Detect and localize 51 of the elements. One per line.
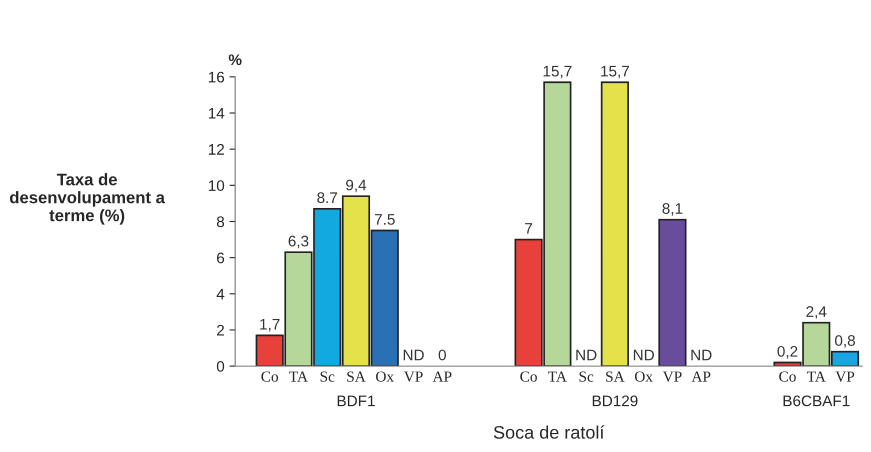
y-tick-label: 16 bbox=[208, 72, 224, 83]
x-tick-label: VP bbox=[404, 372, 423, 382]
x-tick-label: AP bbox=[432, 371, 452, 382]
text: % bbox=[228, 54, 242, 66]
x-tick-label: SA bbox=[347, 371, 366, 382]
text: ND bbox=[634, 350, 654, 360]
text: BDF1 bbox=[338, 396, 375, 406]
x-axis-title: Soca de ratolí bbox=[494, 425, 604, 439]
x-tick-label: Sc bbox=[320, 371, 334, 382]
text: BD129 bbox=[592, 395, 638, 406]
y-axis-title: Taxa de desenvolupament a terme (%) bbox=[10, 173, 166, 225]
data-label: 0,2 bbox=[777, 346, 798, 359]
data-label: 8,1 bbox=[662, 203, 682, 216]
bar bbox=[600, 81, 629, 366]
x-tick-label: Co bbox=[261, 371, 278, 382]
data-label: 15,7 bbox=[601, 66, 629, 78]
y-tick-label: 10 bbox=[208, 180, 224, 192]
y-tick-label: 2 bbox=[217, 324, 224, 336]
y-tick-label: 12 bbox=[208, 144, 224, 155]
x-tick-label: SA bbox=[606, 371, 625, 382]
text: ND bbox=[691, 350, 712, 360]
data-label: 7.5 bbox=[374, 214, 395, 225]
data-label: 8.7 bbox=[317, 192, 338, 204]
x-tick-label: VP bbox=[835, 372, 854, 382]
x-tick-label: TA bbox=[548, 371, 567, 382]
text: ND bbox=[576, 350, 596, 360]
data-label: 6,3 bbox=[288, 236, 308, 248]
data-label: 9,4 bbox=[346, 180, 366, 192]
y-tick-label: 6 bbox=[217, 252, 224, 264]
text: ND bbox=[404, 350, 424, 360]
x-tick-label: Co bbox=[779, 371, 796, 382]
data-label: 0 bbox=[438, 350, 446, 360]
bar bbox=[658, 218, 686, 366]
data-label: 15,7 bbox=[544, 66, 572, 78]
data-label: 0,8 bbox=[835, 335, 855, 348]
x-tick-label: Ox bbox=[376, 371, 394, 382]
text: B6CBAF1 bbox=[784, 395, 850, 406]
x-tick-label: Co bbox=[520, 371, 537, 382]
x-tick-label: TA bbox=[289, 371, 308, 382]
y-tick-label: 8 bbox=[216, 216, 224, 228]
x-tick-label: VP bbox=[662, 372, 682, 382]
data-label: 7 bbox=[525, 223, 532, 234]
y-tick-label: 14 bbox=[208, 108, 224, 119]
y-tick-label: 4 bbox=[216, 288, 224, 300]
x-tick-label: AP bbox=[692, 371, 710, 382]
y-tick-label: 0 bbox=[216, 360, 224, 372]
x-tick-label: Sc bbox=[580, 371, 594, 382]
x-tick-label: Ox bbox=[634, 371, 653, 382]
data-label: 1,7 bbox=[260, 318, 280, 332]
data-label: 2,4 bbox=[806, 306, 826, 319]
x-tick-label: TA bbox=[806, 371, 826, 382]
